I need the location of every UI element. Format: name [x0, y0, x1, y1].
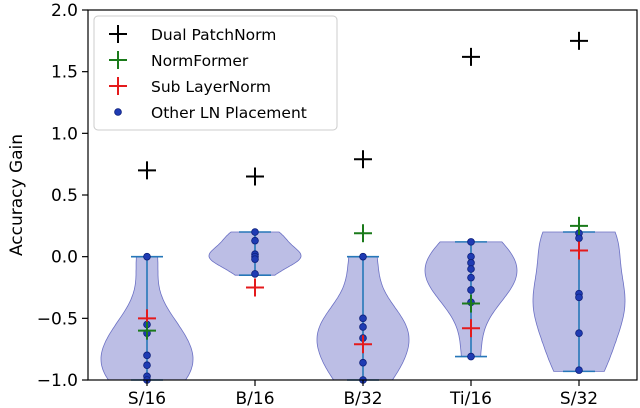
other-ln-point [575, 234, 583, 242]
normformer-point [138, 321, 156, 340]
x-axis: S/16 B/16 B/32 Ti/16 S/32 [128, 380, 598, 408]
y-axis: −1.0 −0.5 0.0 0.5 1.0 1.5 2.0 [37, 1, 88, 391]
other-ln-point [359, 252, 367, 261]
legend-box [93, 15, 338, 131]
legend-label: Other LN Placement [151, 104, 307, 122]
marker-layer [138, 31, 588, 384]
other-ln-point [143, 252, 151, 261]
sub-layernorm-point [354, 335, 372, 354]
other-ln-point [143, 361, 151, 370]
sub-layernorm-point [246, 278, 264, 297]
x-tick-label: B/16 [235, 389, 274, 408]
dual-patchnorm-point [570, 31, 588, 50]
other-ln-point [467, 286, 475, 294]
y-axis-label: Accuracy Gain [7, 134, 27, 256]
other-ln-point [251, 228, 259, 236]
y-tick-label: 0.0 [51, 248, 78, 268]
sub-layernorm-point [570, 241, 588, 260]
legend-marker [109, 77, 127, 95]
normformer-point [570, 216, 588, 235]
y-tick-label: 1.5 [51, 63, 78, 83]
other-ln-point [575, 329, 583, 337]
y-tick-label: 1.0 [51, 124, 78, 144]
other-ln-point [251, 236, 259, 245]
dual-patchnorm-point [138, 161, 156, 180]
other-ln-point [467, 265, 475, 273]
other-ln-point [467, 352, 475, 361]
normformer-point [354, 224, 372, 243]
legend-label: Sub LayerNorm [151, 78, 271, 96]
dual-patchnorm-point [354, 150, 372, 169]
y-tick-label: 0.5 [51, 186, 78, 206]
other-ln-point [467, 273, 475, 282]
legend-marker [109, 51, 127, 69]
other-ln-point [467, 238, 475, 246]
other-ln-point [251, 270, 259, 278]
x-tick-label: S/32 [560, 389, 598, 408]
sub-layernorm-point [462, 319, 480, 338]
x-tick-label: Ti/16 [449, 389, 492, 408]
dual-patchnorm-point [246, 167, 264, 186]
other-ln-point [575, 366, 583, 374]
other-ln-point [575, 293, 583, 302]
other-ln-point [359, 358, 367, 367]
x-tick-label: B/32 [343, 389, 382, 408]
legend-marker [114, 108, 122, 116]
y-tick-label: 2.0 [51, 1, 78, 21]
other-ln-point [143, 351, 151, 360]
y-tick-label: −0.5 [37, 309, 78, 329]
other-ln-point [251, 255, 259, 263]
y-tick-label: −1.0 [37, 371, 78, 391]
x-tick-label: S/16 [128, 389, 166, 408]
normformer-point [462, 294, 480, 313]
other-ln-point [359, 323, 367, 331]
legend: Dual PatchNorm NormFormer Sub LayerNorm Oth… [93, 15, 338, 131]
dual-patchnorm-point [462, 47, 480, 66]
legend-label: NormFormer [151, 52, 249, 70]
other-ln-point [359, 314, 367, 323]
legend-marker [109, 25, 127, 43]
legend-label: Dual PatchNorm [151, 26, 276, 44]
